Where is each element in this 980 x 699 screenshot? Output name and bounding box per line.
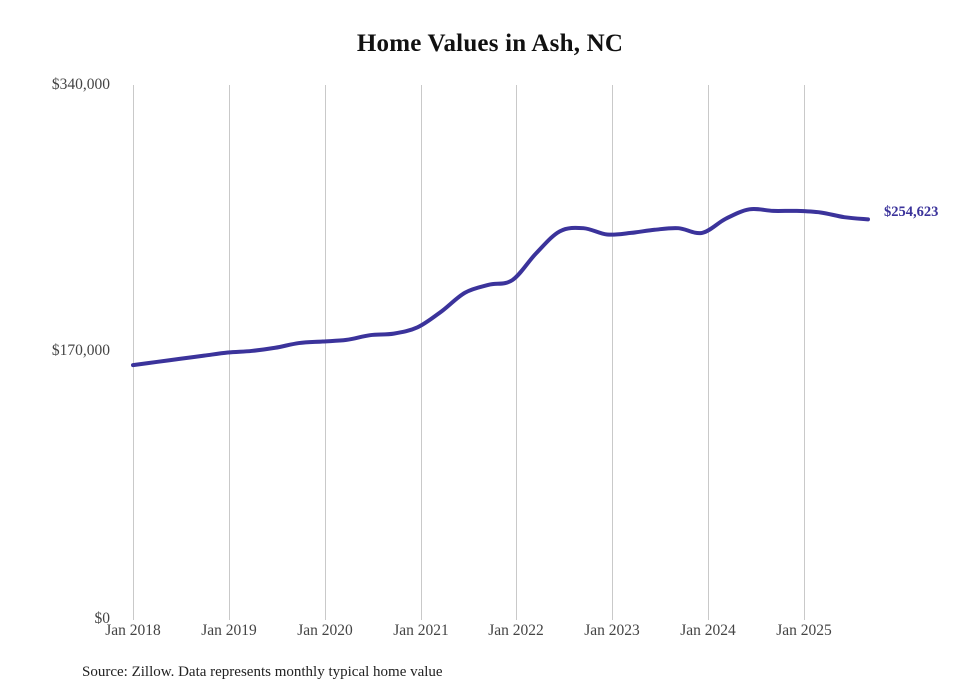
x-axis-tick-jan-2018: Jan 2018 [105, 622, 161, 639]
gridline-jan-2024 [708, 85, 709, 620]
y-axis-tick-middle: $170,000 [51, 342, 110, 359]
gridline-jan-2021 [421, 85, 422, 620]
y-axis-tick-bottom: $0 [94, 610, 111, 627]
x-axis-tick-jan-2022: Jan 2022 [488, 622, 544, 639]
gridline-jan-2025 [804, 85, 805, 620]
x-axis-tick-jan-2024: Jan 2024 [680, 622, 736, 639]
home-value-line-series [131, 206, 870, 368]
chart-title: Home Values in Ash, NC [356, 30, 624, 57]
gridline-jan-2022 [516, 85, 517, 620]
gridline-jan-2023 [612, 85, 613, 620]
x-axis-tick-jan-2025: Jan 2025 [776, 622, 832, 639]
source-footnote: Source: Zillow. Data represents monthly … [82, 664, 443, 680]
x-axis-tick-jan-2021: Jan 2021 [393, 622, 449, 639]
x-axis-tick-jan-2020: Jan 2020 [297, 622, 353, 639]
home-value-line-path [131, 206, 870, 368]
gridline-jan-2018 [133, 85, 134, 620]
plot-area [131, 85, 870, 620]
x-axis-tick-jan-2023: Jan 2023 [584, 622, 640, 639]
gridline-jan-2020 [325, 85, 326, 620]
y-axis-tick-top: $340,000 [51, 76, 110, 93]
end-value-label: $254,623 [884, 204, 939, 220]
x-axis-tick-jan-2019: Jan 2019 [201, 622, 257, 639]
